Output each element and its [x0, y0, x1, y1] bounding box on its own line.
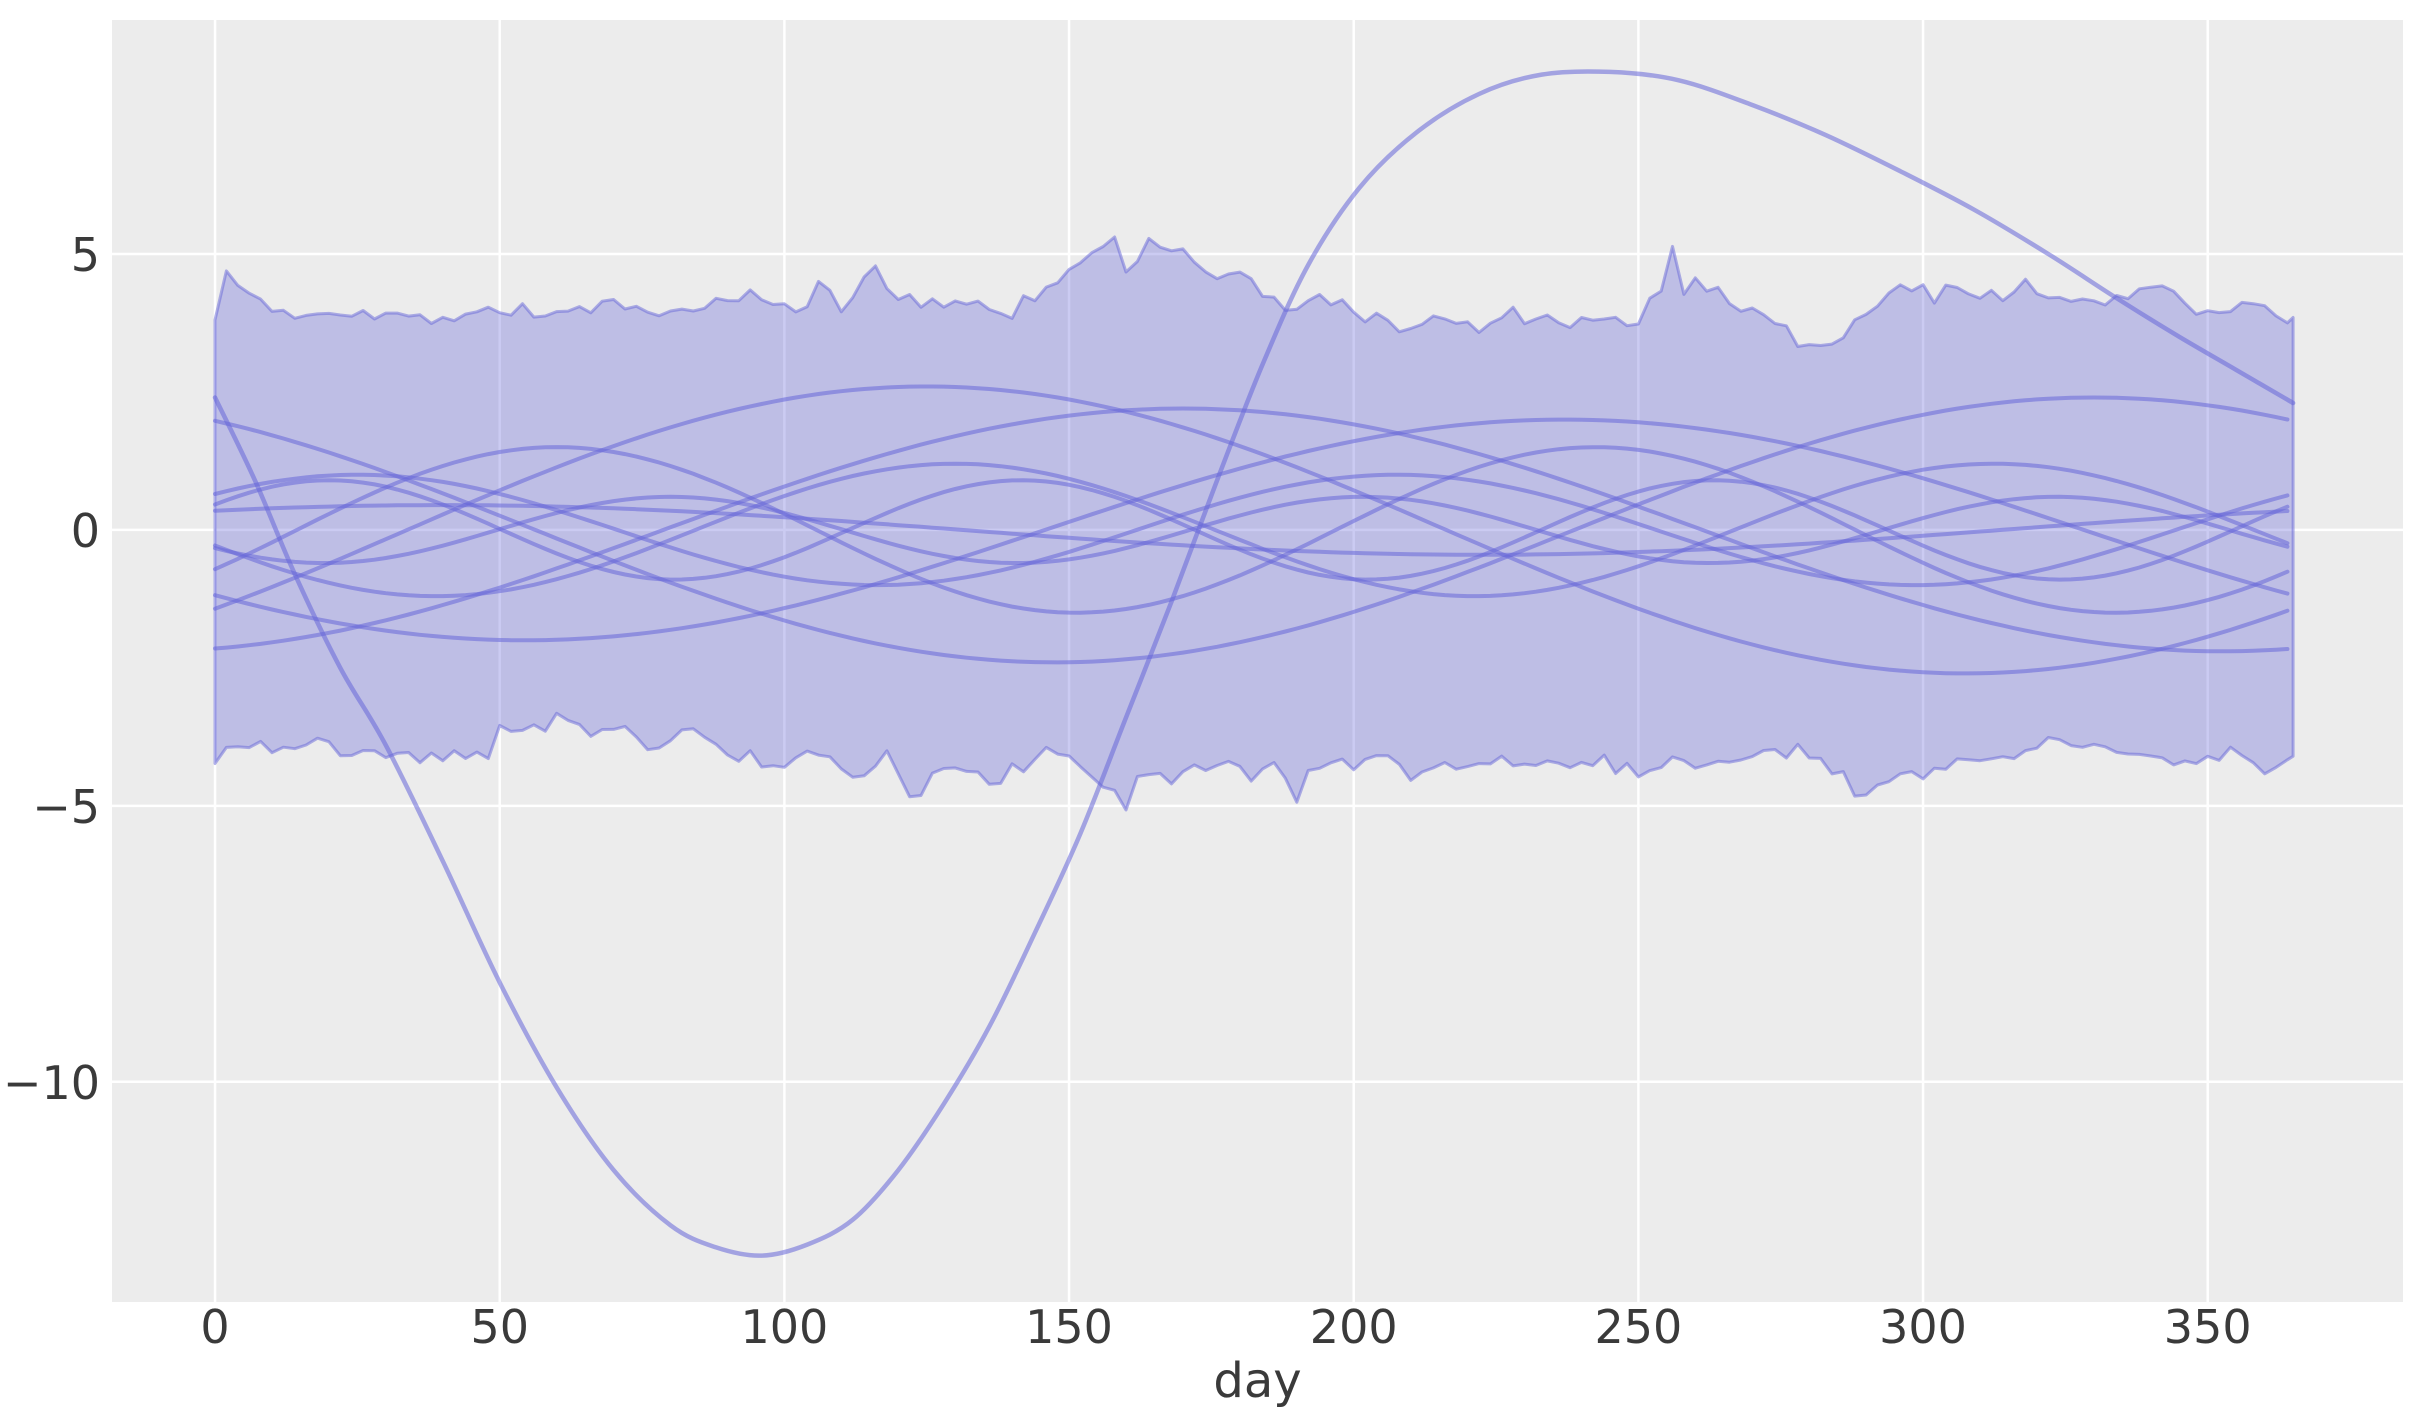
harmonic-curve — [213, 478, 2290, 582]
x-axis-label: day — [1213, 1353, 1301, 1409]
harmonic-curve — [213, 461, 2290, 599]
x-tick-label: 150 — [1025, 1300, 1113, 1354]
harmonic-curve — [213, 417, 2290, 643]
harmonic-curve — [213, 494, 2290, 566]
harmonic-curve — [213, 395, 2290, 665]
harmonic-curve — [213, 503, 2290, 557]
x-tick-label: 100 — [740, 1300, 828, 1354]
x-tick-label: 250 — [1594, 1300, 1682, 1354]
noisy-band — [213, 235, 2295, 812]
y-tick-label: −5 — [32, 780, 100, 834]
x-tick-label: 350 — [2164, 1300, 2252, 1354]
x-tick-label: 0 — [200, 1300, 229, 1354]
harmonic-curve — [213, 384, 2290, 676]
outlier-curve — [212, 69, 2296, 1258]
y-tick-label: 0 — [71, 504, 100, 558]
y-tick-label: 5 — [71, 228, 100, 282]
x-tick-label: 200 — [1310, 1300, 1398, 1354]
harmonic-curve — [213, 406, 2290, 654]
plot-area — [112, 20, 2403, 1302]
x-tick-label: 50 — [470, 1300, 529, 1354]
plot-layers — [112, 20, 2403, 1302]
y-tick-label: −10 — [3, 1056, 100, 1110]
harmonic-curve — [213, 445, 2290, 615]
x-tick-label: 300 — [1879, 1300, 1967, 1354]
